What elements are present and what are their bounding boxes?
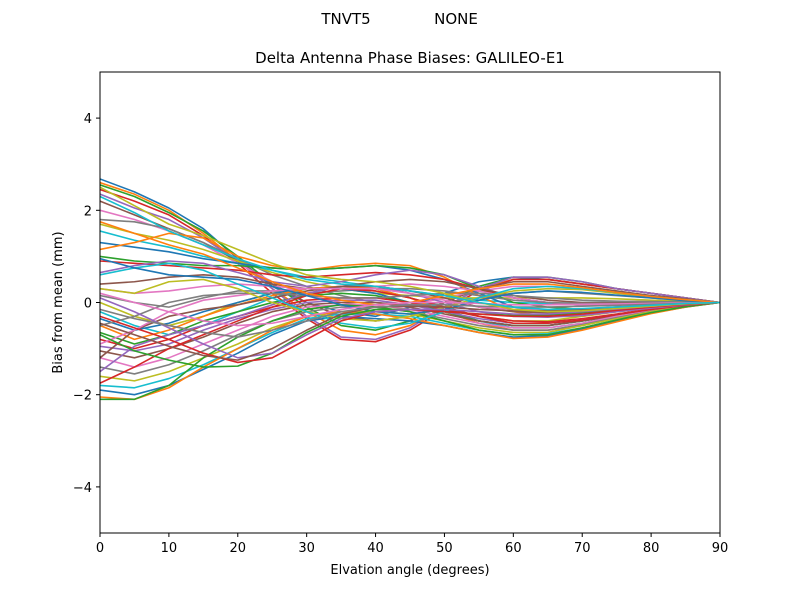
suptitle-left: TNVT5	[320, 10, 370, 28]
x-tick-label: 50	[436, 541, 453, 556]
series-line-34	[100, 287, 720, 384]
series-lines	[100, 178, 720, 401]
series-line-33	[100, 301, 720, 401]
x-tick-label: 10	[161, 541, 178, 556]
x-tick-label: 0	[96, 541, 104, 556]
x-tick-label: 70	[574, 541, 591, 556]
series-line-41	[100, 257, 720, 315]
x-tick-label: 90	[712, 541, 729, 556]
x-tick-label: 60	[505, 541, 522, 556]
x-axis-label: Elvation angle (degrees)	[330, 563, 489, 578]
chart-title: Delta Antenna Phase Biases: GALILEO-E1	[255, 49, 565, 67]
series-line-39	[100, 278, 720, 322]
series-line-16	[100, 274, 720, 304]
x-axis-ticks: 0 10 20 30 40 50 60 70 80 90	[96, 533, 728, 556]
y-tick-label: 4	[84, 112, 92, 127]
series-line-26	[100, 301, 720, 359]
suptitle-right: NONE	[434, 10, 478, 28]
series-line-38	[100, 292, 720, 327]
y-tick-label: 2	[84, 204, 92, 219]
series-line-49	[100, 186, 720, 313]
y-axis-ticks: −4 −2 0 2 4	[73, 112, 100, 496]
series-line-47	[100, 292, 720, 327]
series-line-50	[100, 195, 720, 311]
x-tick-label: 80	[643, 541, 660, 556]
x-tick-label: 40	[367, 541, 384, 556]
series-line-31	[100, 301, 720, 396]
x-tick-label: 20	[230, 541, 247, 556]
series-line-48	[100, 301, 720, 338]
x-tick-label: 30	[298, 541, 315, 556]
y-tick-label: −4	[73, 481, 92, 496]
y-tick-label: 0	[84, 297, 92, 312]
y-tick-label: −2	[73, 389, 92, 404]
y-axis-label: Bias from mean (mm)	[51, 231, 66, 373]
